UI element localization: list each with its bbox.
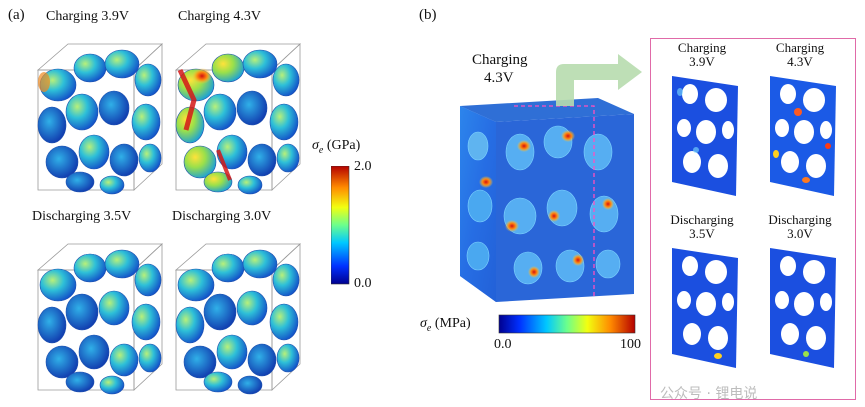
slice-charging-3-9: [672, 76, 738, 196]
panel-a-label: (a): [8, 7, 25, 23]
colorbar-a-symbol: σ: [312, 138, 319, 153]
slice-title-line2: 3.5V: [689, 226, 715, 241]
main-title-line2: 4.3V: [484, 70, 514, 86]
colorbar-a-subscript: e: [318, 144, 324, 156]
colorbar-b-symbol: σ: [420, 316, 427, 331]
slice-discharging-3-0: [770, 248, 836, 368]
slice-title-discharging-3-5: Discharging 3.5V: [660, 213, 744, 241]
colorbar-a-title: σe (GPa): [312, 138, 360, 156]
colorbar-b-subscript: e: [426, 322, 432, 334]
colorbar-b-title: σe (MPa): [420, 316, 471, 334]
cube-title-charging-4-3: Charging 4.3V: [178, 9, 261, 24]
slice-title-line2: 3.0V: [787, 226, 813, 241]
colorbar-a-unit: (GPa): [326, 138, 361, 153]
colorbar-b-min: 0.0: [494, 337, 512, 352]
stress-cube-charging-3-9: [36, 43, 164, 195]
cube-title-discharging-3-0: Discharging 3.0V: [172, 209, 272, 224]
slice-title-discharging-3-0: Discharging 3.0V: [758, 213, 842, 241]
stress-block-charging-4-3: [460, 98, 634, 302]
watermark-text: 公众号 · 锂电说: [660, 386, 758, 402]
slice-title-line1: Discharging: [768, 212, 832, 227]
slice-title-charging-3-9: Charging 3.9V: [664, 41, 740, 69]
colorbar-b-max: 100: [620, 337, 641, 352]
slice-title-line2: 4.3V: [787, 54, 813, 69]
stress-cube-charging-4-3: [174, 43, 302, 195]
arrow-to-slices: [556, 54, 642, 106]
slice-title-line1: Discharging: [670, 212, 734, 227]
cube-title-charging-3-9: Charging 3.9V: [46, 9, 129, 24]
slice-inset-frame: [650, 38, 856, 400]
cube-title-discharging-3-5: Discharging 3.5V: [32, 209, 132, 224]
slice-title-charging-4-3: Charging 4.3V: [762, 41, 838, 69]
slice-title-line1: Charging: [775, 40, 825, 55]
slice-title-line2: 3.9V: [689, 54, 715, 69]
colorbar-a-min: 0.0: [354, 276, 372, 291]
colorbar-b: [498, 314, 636, 334]
main-title-line1: Charging: [472, 52, 528, 68]
colorbar-a-max: 2.0: [354, 159, 372, 174]
stress-cube-discharging-3-5: [36, 243, 164, 395]
colorbar-a: [331, 166, 350, 285]
stress-cube-discharging-3-0: [174, 243, 302, 395]
slice-discharging-3-5: [672, 248, 738, 368]
slice-charging-4-3: [770, 76, 836, 196]
slice-title-line1: Charging: [677, 40, 727, 55]
colorbar-b-unit: (MPa): [434, 316, 471, 331]
panel-b-label: (b): [419, 7, 437, 23]
